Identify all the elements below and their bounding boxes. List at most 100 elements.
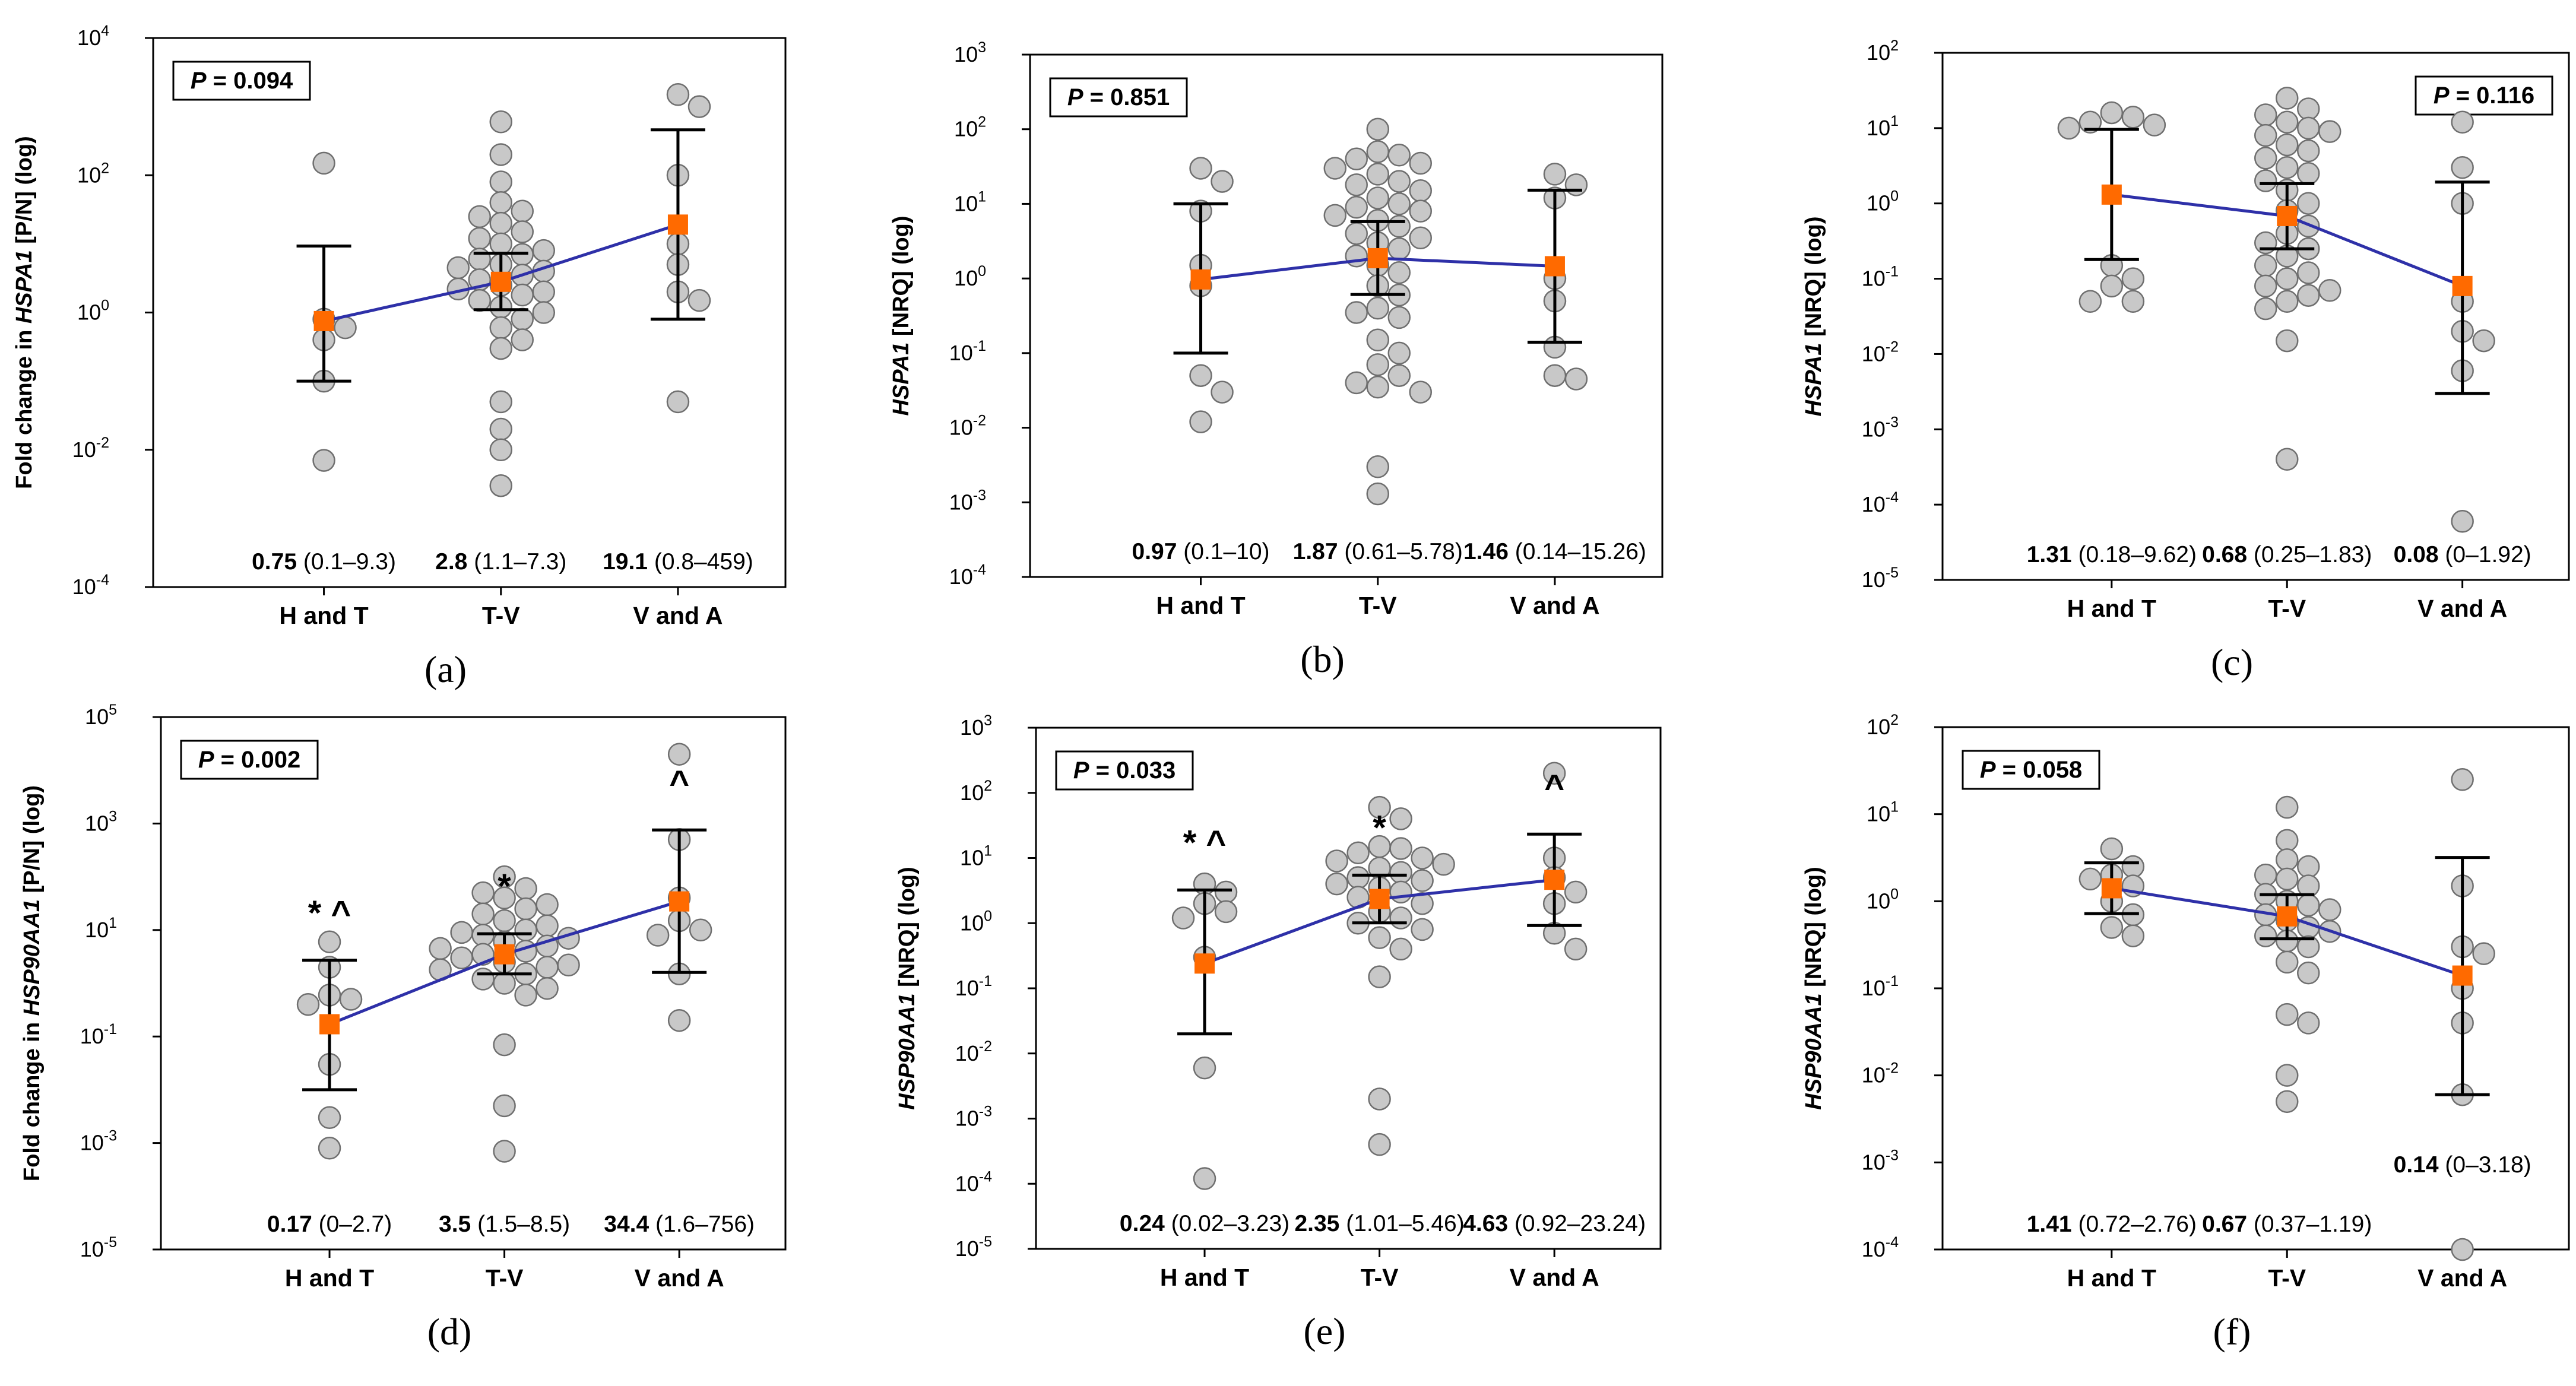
median-marker xyxy=(490,271,511,292)
data-point xyxy=(1564,173,1588,196)
data-point xyxy=(450,946,473,969)
x-tick-label: H and T xyxy=(2067,1264,2156,1292)
significance-marker: ^ xyxy=(1544,767,1564,806)
data-point xyxy=(489,170,512,194)
data-point xyxy=(536,893,559,916)
data-point xyxy=(511,328,534,351)
y-tick-label: 10-3 xyxy=(1862,1147,1899,1174)
data-point xyxy=(2121,267,2145,290)
data-point xyxy=(2276,133,2299,157)
data-point xyxy=(2451,510,2474,533)
p-value-box xyxy=(172,61,311,101)
data-point xyxy=(1368,1087,1391,1111)
data-point xyxy=(2078,867,2102,891)
data-point xyxy=(2297,893,2320,917)
data-point xyxy=(2276,267,2299,290)
median-marker xyxy=(319,1014,340,1035)
data-point xyxy=(2276,1064,2299,1087)
data-point xyxy=(1366,296,1389,320)
data-point xyxy=(1345,371,1368,395)
data-point xyxy=(1411,918,1434,941)
median-range-label: 4.63 (0.92–23.24) xyxy=(1463,1211,1646,1236)
median-range-label: 0.67 (0.37–1.19) xyxy=(2202,1211,2372,1237)
data-point xyxy=(2100,101,2124,125)
data-point xyxy=(2297,261,2320,284)
data-point xyxy=(2318,898,2341,921)
y-tick-label: 102 xyxy=(1867,712,1899,739)
data-point xyxy=(493,972,516,995)
panel-c: 10-5 10-4 10-3 10-2 10-1 100 101 102 H and T T-V V… xyxy=(1801,37,2570,683)
data-point xyxy=(1345,301,1368,324)
data-point xyxy=(2276,950,2299,974)
data-point xyxy=(493,909,516,933)
p-value-text: P = 0.058 xyxy=(1980,757,2082,783)
data-point xyxy=(2297,935,2320,959)
data-point xyxy=(557,953,580,977)
median-marker xyxy=(313,310,334,331)
y-axis-label: Fold change in HSP90AA1 [P/N] (log) xyxy=(20,785,45,1181)
y-tick-label: 10-5 xyxy=(80,1234,117,1261)
median-range-label: 0.08 (0–1.92) xyxy=(2394,542,2531,567)
x-tick-label: V and A xyxy=(2417,595,2507,622)
data-point xyxy=(2276,1003,2299,1026)
data-point xyxy=(1564,367,1588,391)
panel-e: 10-5 10-4 10-3 10-2 10-1 100 101 102 103 H and T T… xyxy=(895,712,1662,1352)
median-range-label: 3.5 (1.5–8.5) xyxy=(439,1211,570,1237)
median-range-label: 0.24 (0.02–3.23) xyxy=(1120,1211,1289,1236)
data-point xyxy=(1387,306,1411,329)
data-point xyxy=(2100,274,2124,298)
y-tick-label: 103 xyxy=(85,808,117,835)
data-point xyxy=(2254,123,2277,147)
plot-frame xyxy=(160,716,787,1251)
data-point xyxy=(489,417,512,441)
data-point xyxy=(493,1094,516,1118)
x-tick-label: T-V xyxy=(1359,592,1397,619)
median-range-label: 1.41 (0.72–2.76) xyxy=(2027,1211,2197,1237)
y-tick-label: 10-5 xyxy=(955,1233,992,1261)
panel-label: (d) xyxy=(427,1311,472,1353)
x-tick-label: T-V xyxy=(2268,1264,2306,1292)
data-point xyxy=(1366,455,1389,478)
p-value-box xyxy=(1962,750,2100,790)
data-point xyxy=(511,307,534,331)
y-tick-label: 102 xyxy=(960,778,992,805)
significance-marker: ^ xyxy=(669,763,689,802)
median-marker xyxy=(2452,275,2473,296)
data-point xyxy=(334,316,357,340)
data-point xyxy=(493,1140,516,1163)
y-tick-label: 101 xyxy=(954,188,986,215)
y-tick-label: 101 xyxy=(85,915,117,942)
median-marker xyxy=(667,214,688,235)
y-tick-label: 103 xyxy=(960,712,992,740)
data-point xyxy=(318,930,341,953)
median-marker xyxy=(669,891,690,912)
data-point xyxy=(687,95,711,118)
p-value-text: P = 0.033 xyxy=(1073,757,1175,784)
data-point xyxy=(1211,380,1234,404)
data-point xyxy=(1543,163,1567,186)
data-point xyxy=(536,914,559,937)
y-tick-label: 10-4 xyxy=(949,562,986,589)
p-value-box xyxy=(1049,77,1188,118)
median-marker xyxy=(2101,184,2122,205)
data-point xyxy=(1366,186,1389,210)
data-point xyxy=(2254,297,2277,321)
data-point xyxy=(2318,120,2341,143)
data-point xyxy=(666,390,690,414)
data-point xyxy=(1409,226,1432,249)
data-point xyxy=(312,449,335,472)
data-point xyxy=(1366,353,1389,376)
data-point xyxy=(1409,199,1432,223)
y-tick-label: 10-2 xyxy=(949,413,986,440)
panel-label: (e) xyxy=(1303,1310,1345,1352)
data-point xyxy=(471,968,495,991)
x-tick-label: H and T xyxy=(285,1264,374,1292)
data-point xyxy=(2276,1090,2299,1114)
data-point xyxy=(1387,364,1411,387)
median-range-label: 0.68 (0.25–1.83) xyxy=(2202,542,2372,567)
median-marker xyxy=(1194,953,1215,974)
data-point xyxy=(1193,1167,1216,1190)
data-point xyxy=(489,211,512,235)
data-point xyxy=(2451,768,2474,791)
p-value-box xyxy=(2415,75,2553,116)
